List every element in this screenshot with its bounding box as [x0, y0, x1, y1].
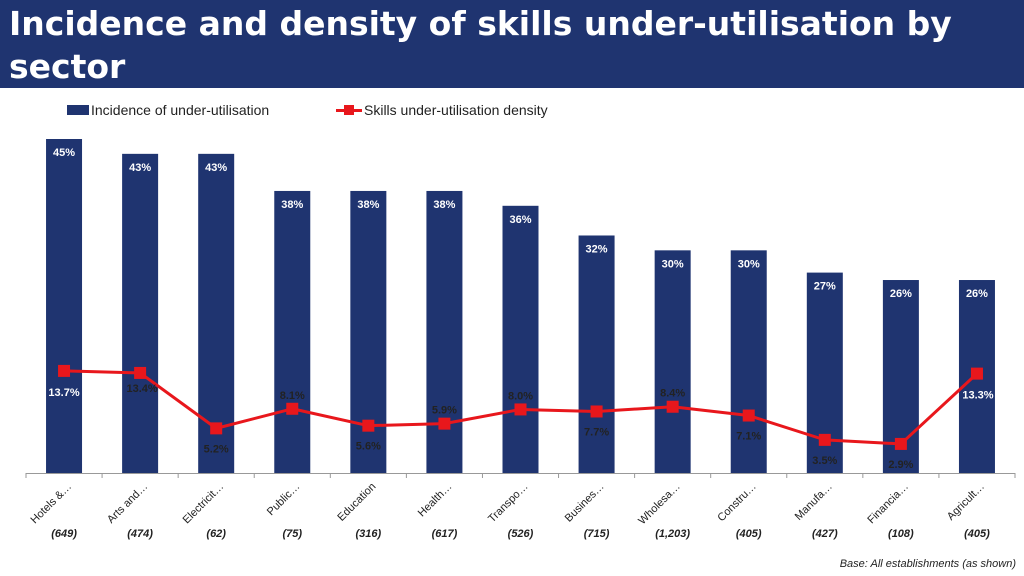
line-marker-density	[590, 405, 603, 418]
line-value-label: 7.7%	[584, 426, 609, 438]
line-marker-density	[362, 419, 375, 432]
bar-value-label: 32%	[586, 243, 608, 255]
line-marker-density	[894, 437, 907, 450]
x-tick-label: Transpo…	[486, 481, 531, 526]
category-base-count: (405)	[736, 528, 762, 540]
category-base-count: (474)	[127, 528, 153, 540]
bar-value-label: 38%	[357, 199, 379, 211]
line-marker-density	[970, 367, 983, 380]
line-value-label: 13.4%	[127, 383, 158, 395]
bar-value-label: 26%	[966, 288, 988, 300]
legend-line-marker-icon	[336, 105, 362, 115]
bar-incidence	[46, 139, 83, 473]
category-base-count: (427)	[812, 528, 838, 540]
header-bar: Incidence and density of skills under-ut…	[0, 0, 1024, 88]
x-tick-label: Manufa…	[793, 481, 835, 523]
line-value-label: 5.2%	[204, 443, 229, 455]
bar-value-label: 43%	[129, 162, 151, 174]
category-base-count: (405)	[964, 528, 990, 540]
legend-bar-swatch-icon	[67, 105, 89, 115]
bar-incidence	[654, 250, 691, 473]
line-value-label: 8.4%	[660, 388, 685, 400]
bar-value-label: 27%	[814, 281, 836, 293]
x-tick-label: Public…	[265, 481, 302, 518]
x-tick-label: Arts and…	[105, 481, 150, 526]
category-base-count: (1,203)	[655, 528, 690, 540]
bar-value-label: 43%	[205, 162, 227, 174]
bar-value-label: 38%	[281, 199, 303, 211]
category-base-count: (75)	[282, 528, 302, 540]
line-value-label: 7.1%	[736, 431, 761, 443]
x-tick-label: Electricit…	[181, 481, 227, 527]
category-base-count: (649)	[51, 528, 77, 540]
x-tick-label: Agricult…	[945, 481, 987, 523]
line-marker-density	[742, 409, 755, 422]
bar-value-label: 38%	[433, 199, 455, 211]
bar-incidence	[426, 190, 463, 473]
line-marker-density	[666, 400, 679, 413]
category-base-count: (108)	[888, 528, 914, 540]
legend-item-incidence: Incidence of under-utilisation	[67, 102, 269, 118]
category-base-count: (715)	[584, 528, 610, 540]
x-tick-label: Education	[335, 481, 378, 524]
base-note: Base: All establishments (as shown)	[839, 558, 1016, 570]
line-value-label: 8.0%	[508, 390, 533, 402]
bar-incidence	[502, 205, 539, 474]
bar-value-label: 30%	[662, 258, 684, 270]
category-base-count: (62)	[206, 528, 226, 540]
x-tick-label: Hotels &…	[28, 481, 74, 527]
line-value-label: 5.9%	[432, 405, 457, 417]
category-base-count: (526)	[508, 528, 534, 540]
category-base-count: (316)	[356, 528, 382, 540]
page-title: Incidence and density of skills under-ut…	[9, 4, 952, 86]
bar-incidence	[578, 235, 615, 473]
bar-incidence	[730, 250, 767, 473]
bar-incidence	[274, 190, 311, 473]
bar-value-label: 30%	[738, 258, 760, 270]
line-value-label: 2.9%	[888, 459, 913, 471]
legend-label-incidence: Incidence of under-utilisation	[91, 102, 270, 118]
line-value-label: 5.6%	[356, 441, 381, 453]
line-marker-density	[58, 364, 71, 377]
line-marker-density	[210, 422, 223, 435]
x-tick-label: Busines…	[563, 481, 607, 525]
legend-item-density: Skills under-utilisation density	[336, 102, 548, 118]
line-marker-density	[514, 403, 527, 416]
x-tick-label: Health…	[416, 481, 455, 520]
x-tick-label: Financia…	[865, 481, 911, 527]
bar-value-label: 45%	[53, 147, 75, 159]
line-value-label: 3.5%	[812, 455, 837, 467]
x-tick-label: Constru…	[715, 481, 759, 525]
bar-incidence	[122, 153, 159, 473]
line-marker-density	[286, 402, 299, 415]
line-value-label: 8.1%	[280, 390, 305, 402]
line-value-label: 13.3%	[962, 390, 993, 402]
x-tick-label: Wholesa…	[636, 481, 683, 528]
category-base-count: (617)	[432, 528, 458, 540]
bar-value-label: 26%	[890, 288, 912, 300]
line-marker-density	[818, 433, 831, 446]
bar-value-label: 36%	[509, 214, 531, 226]
line-value-label: 13.7%	[48, 387, 79, 399]
line-marker-density	[134, 366, 147, 379]
line-marker-density	[438, 417, 451, 430]
legend-label-density: Skills under-utilisation density	[364, 102, 548, 118]
